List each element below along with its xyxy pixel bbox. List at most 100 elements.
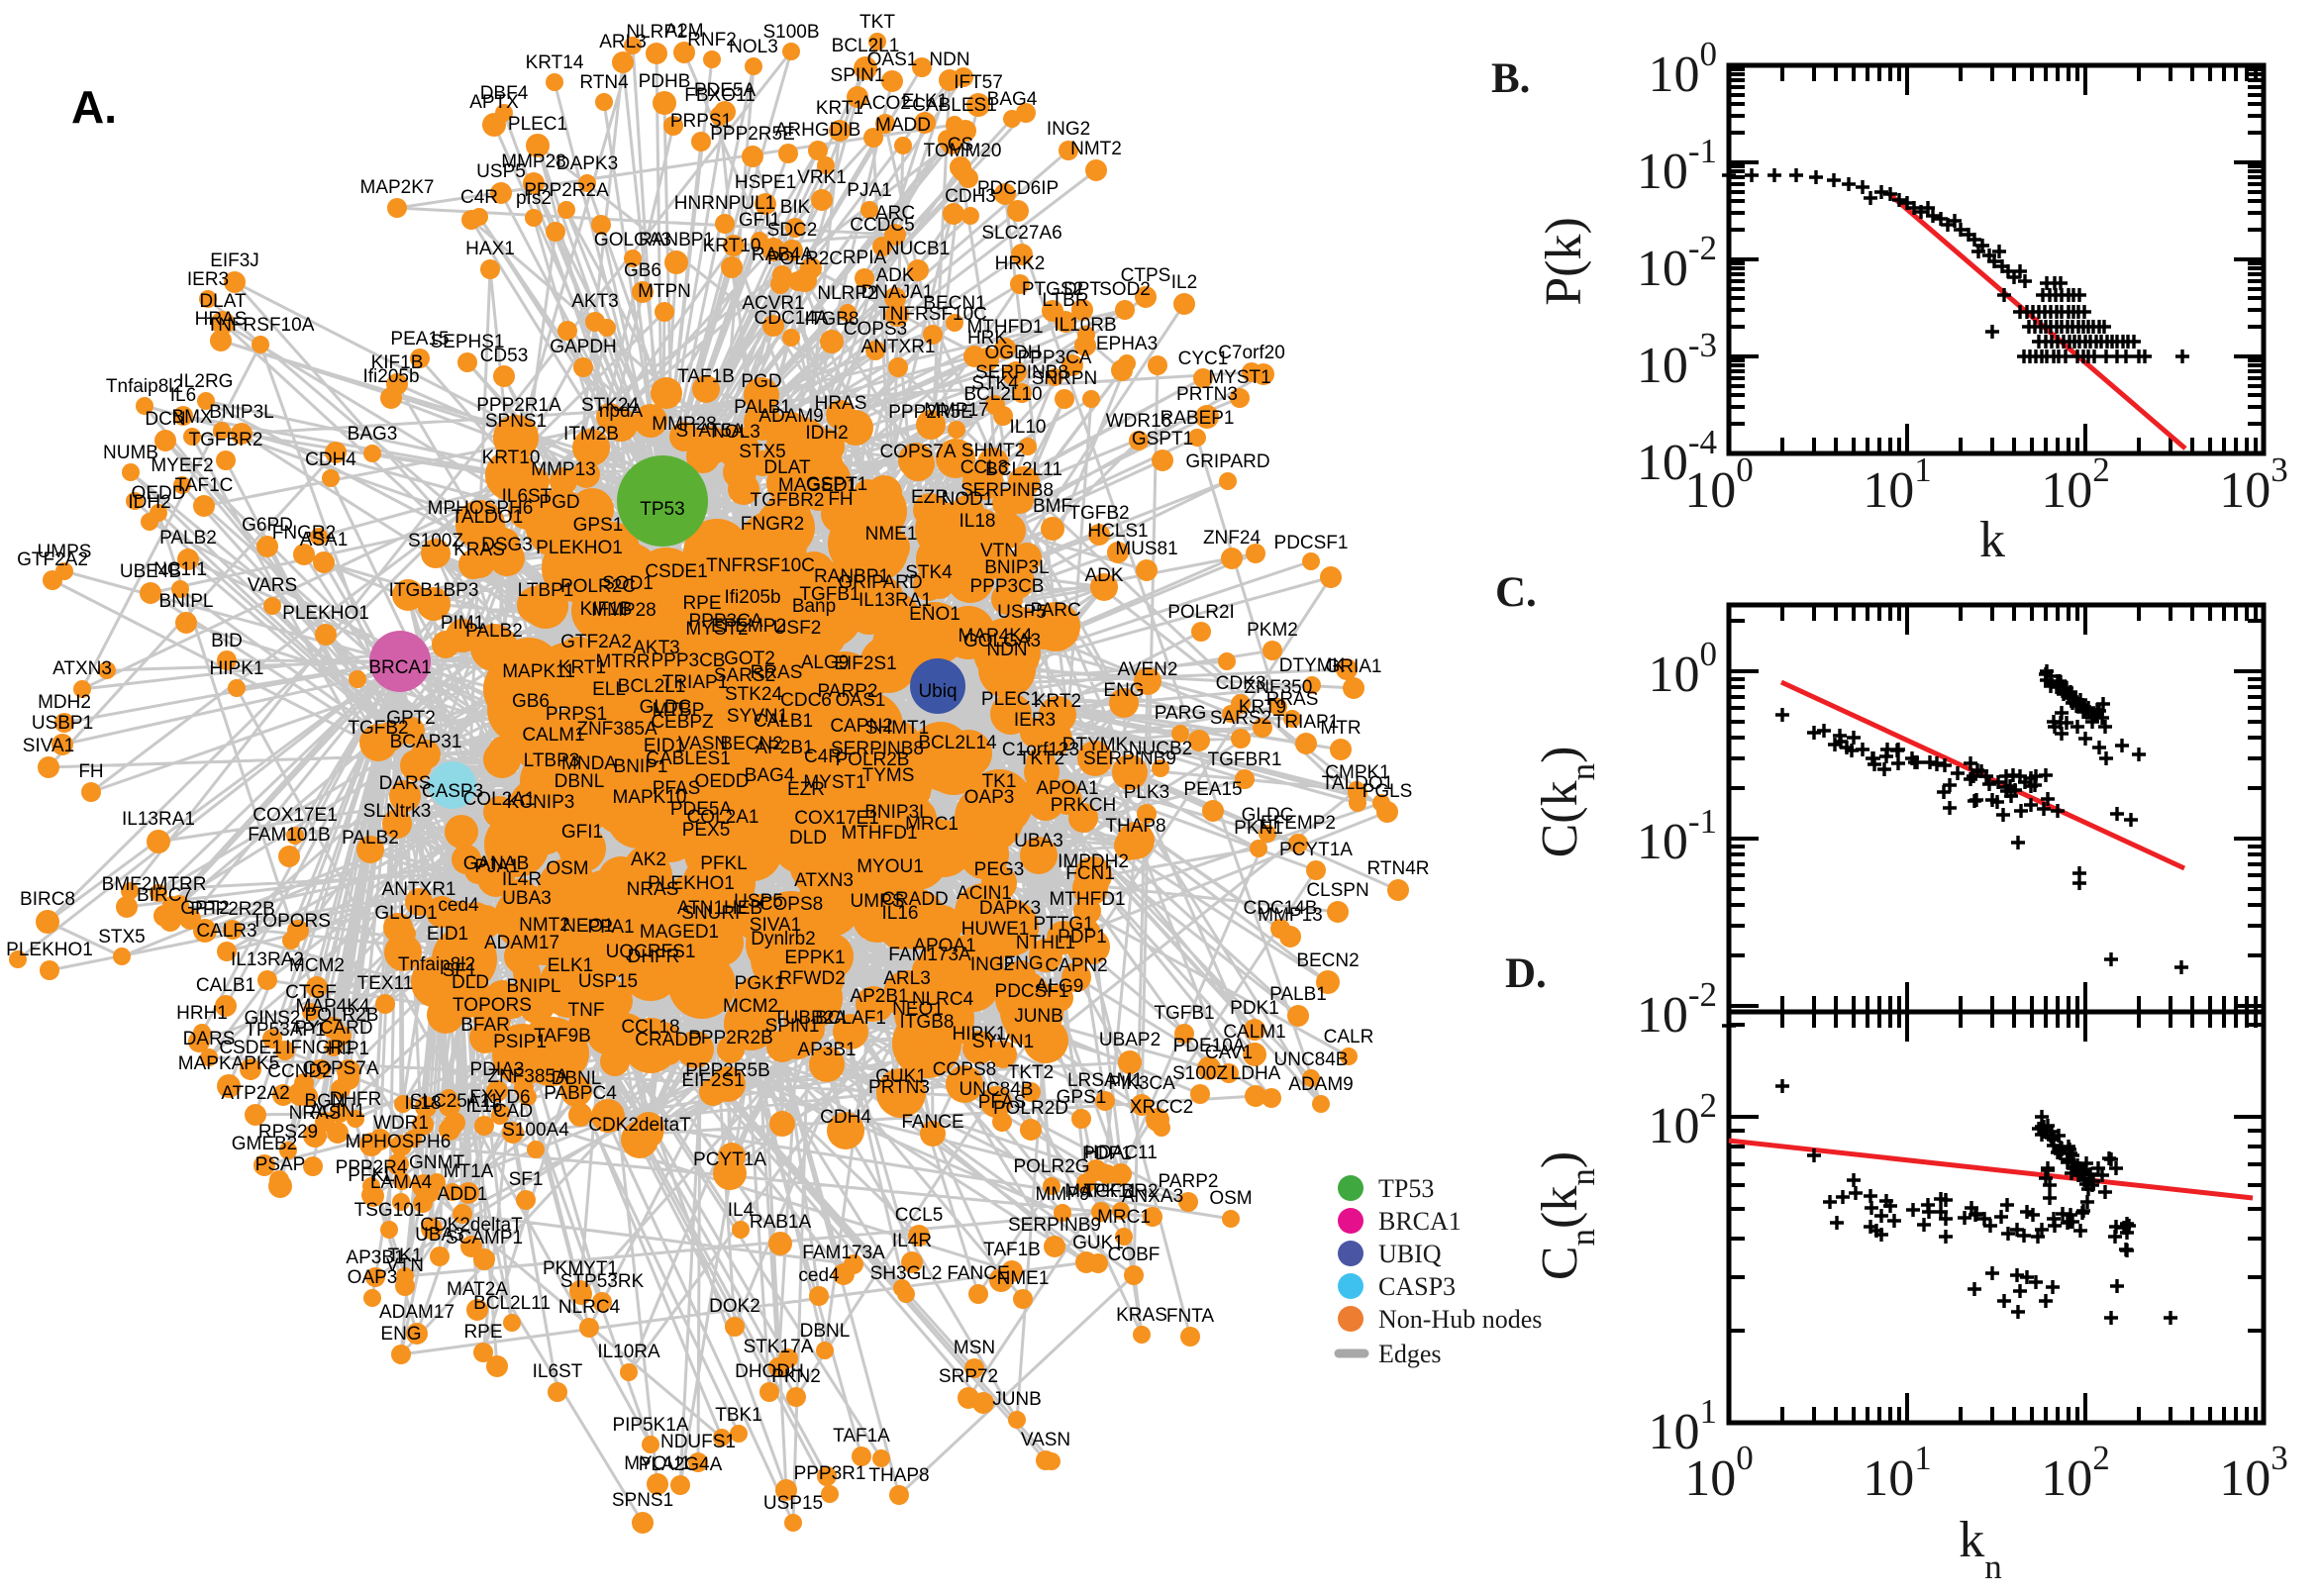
svg-text:NRAS: NRAS	[289, 1103, 342, 1124]
svg-text:TAF1A: TAF1A	[833, 1426, 890, 1446]
svg-text:ITGB8: ITGB8	[900, 1012, 955, 1033]
svg-text:SIVA1: SIVA1	[750, 915, 801, 936]
svg-text:POLR2C: POLR2C	[560, 576, 636, 597]
svg-text:NMT2: NMT2	[519, 915, 570, 936]
svg-text:TYMS: TYMS	[862, 765, 915, 786]
svg-text:101: 101	[1649, 1392, 1718, 1460]
svg-text:COL2A1: COL2A1	[687, 807, 759, 828]
svg-text:WDR16: WDR16	[1106, 411, 1172, 432]
svg-text:MCM2: MCM2	[723, 996, 778, 1017]
svg-text:Tnfaip8l2: Tnfaip8l2	[398, 954, 475, 975]
svg-text:BGN: BGN	[304, 1091, 345, 1112]
svg-text:PPP2R2B: PPP2R2B	[688, 1028, 773, 1048]
svg-text:MTHFD1: MTHFD1	[966, 317, 1043, 338]
svg-text:SRP72: SRP72	[939, 1366, 998, 1387]
svg-text:PPP3CA: PPP3CA	[689, 611, 763, 632]
svg-text:ARC: ARC	[875, 203, 915, 224]
svg-text:D.: D.	[1505, 950, 1547, 997]
svg-text:USP5: USP5	[476, 161, 526, 182]
svg-text:CALR: CALR	[1324, 1027, 1374, 1047]
svg-text:TGFB2: TGFB2	[1068, 503, 1129, 524]
svg-text:UNC84B: UNC84B	[960, 1079, 1034, 1100]
svg-text:GAPDH: GAPDH	[550, 337, 617, 357]
svg-text:IFNGR1: IFNGR1	[285, 1038, 354, 1058]
svg-text:SLC25A11: SLC25A11	[410, 1091, 500, 1112]
svg-text:BECN2: BECN2	[720, 734, 782, 754]
svg-text:IL16: IL16	[466, 1096, 503, 1117]
svg-text:DBNL: DBNL	[552, 1068, 602, 1089]
svg-text:DLD: DLD	[452, 972, 489, 993]
svg-text:RANBP1: RANBP1	[814, 566, 889, 587]
svg-text:DOK2: DOK2	[709, 1296, 760, 1317]
svg-text:MRC1: MRC1	[905, 814, 959, 835]
svg-text:ALG9: ALG9	[1036, 976, 1084, 997]
svg-text:SEPHS1: SEPHS1	[431, 332, 505, 352]
svg-text:PPP2R1A: PPP2R1A	[476, 395, 561, 416]
svg-text:TRIAP1: TRIAP1	[662, 672, 729, 693]
svg-text:UBIQ: UBIQ	[1378, 1240, 1442, 1268]
svg-text:SPNS1: SPNS1	[485, 411, 547, 432]
svg-text:HIP1: HIP1	[328, 1039, 369, 1059]
svg-text:AP3B1: AP3B1	[346, 1247, 404, 1268]
svg-text:CAD: CAD	[493, 1101, 533, 1122]
svg-text:PIM1: PIM1	[441, 613, 484, 634]
svg-text:PKM2: PKM2	[1247, 620, 1298, 641]
svg-text:DTYMK: DTYMK	[1062, 735, 1129, 755]
svg-text:AP3B1: AP3B1	[797, 1040, 856, 1060]
svg-text:AKT3: AKT3	[571, 291, 619, 312]
svg-text:ACO2: ACO2	[859, 93, 911, 114]
svg-text:PPA1: PPA1	[587, 917, 634, 938]
svg-text:IFT57: IFT57	[954, 72, 1003, 93]
svg-text:OAP3: OAP3	[964, 787, 1015, 808]
svg-text:OEDD: OEDD	[132, 483, 186, 504]
svg-text:ZNF385A: ZNF385A	[576, 719, 657, 740]
svg-text:TGFBR2: TGFBR2	[751, 490, 825, 511]
svg-text:FAM101B: FAM101B	[248, 825, 330, 846]
svg-text:PRKCH: PRKCH	[1051, 795, 1117, 816]
svg-text:COL2A1: COL2A1	[463, 789, 536, 810]
svg-text:EIF3J: EIF3J	[210, 250, 259, 271]
svg-text:TALDO1: TALDO1	[1322, 773, 1394, 794]
svg-text:HCLS1: HCLS1	[1087, 521, 1148, 542]
svg-text:ALG9: ALG9	[801, 652, 850, 673]
svg-text:TK1: TK1	[388, 1246, 423, 1266]
svg-text:NUMB: NUMB	[103, 443, 158, 463]
svg-text:PRPS1: PRPS1	[546, 704, 607, 725]
svg-text:HIPK1: HIPK1	[953, 1024, 1007, 1045]
svg-text:PPP3R1: PPP3R1	[794, 1463, 866, 1484]
svg-text:STX5: STX5	[739, 442, 786, 462]
svg-text:G6PD: G6PD	[242, 515, 293, 536]
svg-text:CDC14A: CDC14A	[755, 308, 829, 329]
svg-text:SERPINB8: SERPINB8	[831, 739, 924, 759]
svg-text:CALB1: CALB1	[754, 711, 813, 732]
svg-text:BCL2L10: BCL2L10	[963, 384, 1042, 405]
svg-text:SLNtrk3: SLNtrk3	[363, 801, 432, 822]
svg-text:FANCE: FANCE	[901, 1112, 963, 1133]
svg-text:OAP3: OAP3	[348, 1267, 398, 1288]
svg-text:PLEKHO1: PLEKHO1	[536, 538, 623, 558]
svg-text:ced4: ced4	[438, 895, 479, 916]
svg-text:NDN: NDN	[986, 640, 1027, 660]
svg-text:FAM173A: FAM173A	[802, 1243, 885, 1263]
svg-text:LRSAM1: LRSAM1	[1067, 1070, 1143, 1091]
svg-text:CDC14B: CDC14B	[1244, 898, 1318, 919]
svg-text:ACVR1: ACVR1	[742, 293, 804, 314]
svg-text:MADD: MADD	[875, 115, 931, 136]
svg-text:ITGB1BP3: ITGB1BP3	[389, 580, 479, 601]
svg-text:LTBR: LTBR	[1042, 290, 1088, 311]
svg-text:IL4: IL4	[728, 1200, 755, 1221]
svg-text:POLR2G: POLR2G	[1013, 1156, 1089, 1177]
svg-text:C.: C.	[1495, 569, 1537, 616]
svg-text:PGD: PGD	[741, 371, 781, 392]
svg-text:IL16: IL16	[882, 903, 919, 924]
svg-text:PLEC1: PLEC1	[981, 689, 1041, 710]
svg-text:DHODH: DHODH	[735, 1361, 804, 1382]
svg-text:FNGR2: FNGR2	[741, 514, 804, 535]
svg-text:APOA1: APOA1	[913, 936, 975, 956]
svg-text:EPHA3: EPHA3	[1096, 334, 1158, 354]
svg-text:TEX11: TEX11	[357, 973, 414, 994]
svg-text:BIRC7: BIRC7	[137, 885, 192, 906]
svg-text:TRIAP1: TRIAP1	[1273, 712, 1340, 733]
svg-text:KRAS: KRAS	[454, 540, 505, 560]
svg-text:MMP28: MMP28	[591, 600, 656, 621]
